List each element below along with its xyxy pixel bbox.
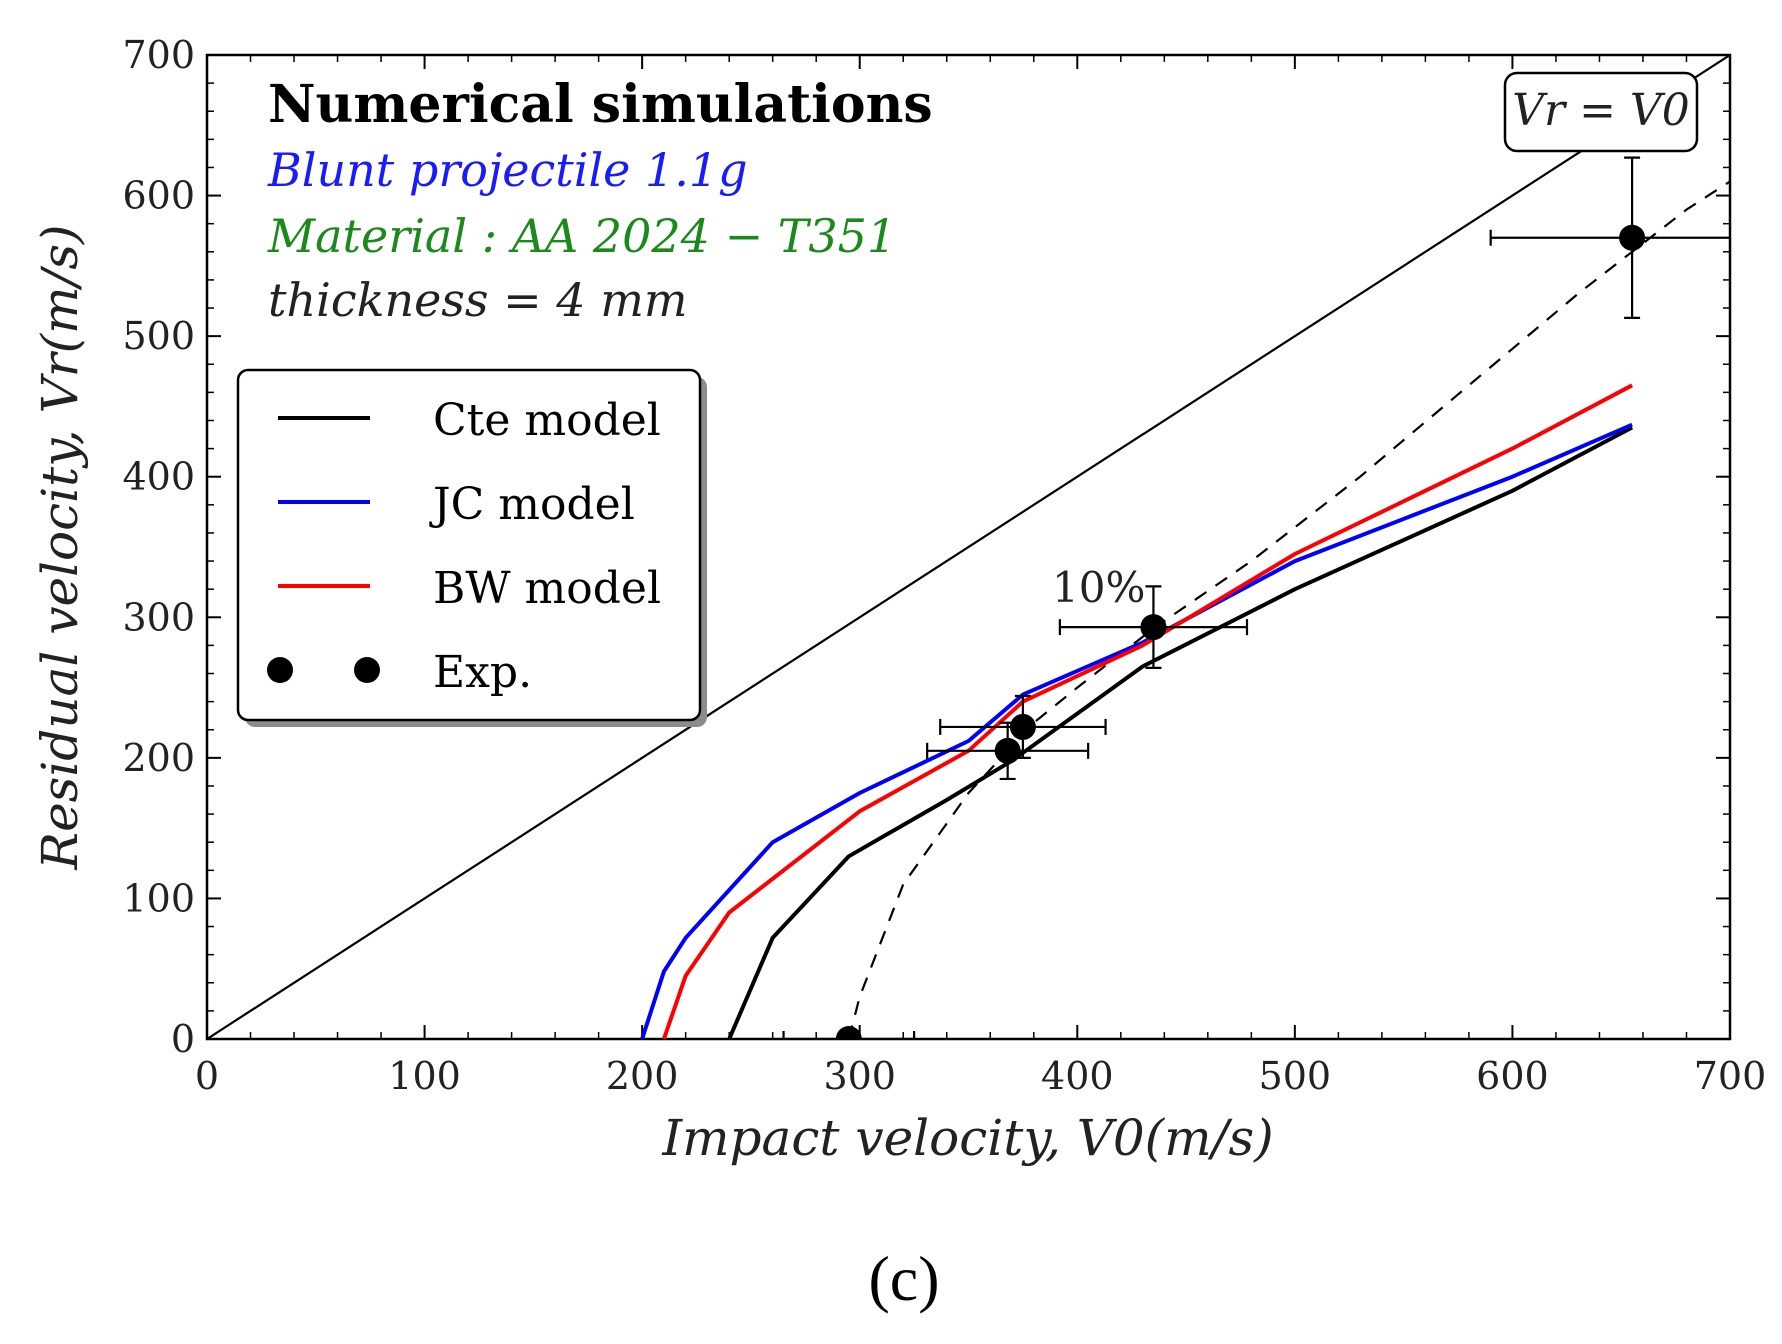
- exp-marker: [994, 737, 1021, 764]
- y-tick-labels: 0 100 200 300 400 500 600 700: [122, 33, 195, 1061]
- x-tick-label: 400: [1041, 1054, 1114, 1098]
- y-tick-label: 700: [122, 33, 195, 77]
- x-axis-title: Impact velocity, V0(m/s): [661, 1109, 1273, 1167]
- thickness-annotation: thickness = 4 mm: [268, 273, 687, 327]
- material-annotation: Material : AA 2024 − T351: [267, 209, 896, 263]
- percent-annotation: 10%: [1052, 563, 1145, 612]
- y-tick-label: 600: [122, 174, 195, 218]
- exp-point: [782, 1026, 916, 1039]
- exp-marker: [835, 1026, 862, 1039]
- legend-label-bw: BW model: [433, 563, 661, 614]
- x-tick-label: 100: [388, 1054, 461, 1098]
- series-line-jc-model: [640, 422, 1633, 1039]
- x-tick-label: 200: [606, 1054, 679, 1098]
- panel-label: (c): [868, 1243, 939, 1314]
- plot-frame: [205, 53, 1732, 1041]
- exp-point: [939, 694, 1107, 759]
- legend-marker-exp: [267, 657, 293, 683]
- exp-points: [782, 156, 1730, 1039]
- chart-title: Numerical simulations: [268, 74, 933, 135]
- exp-marker: [1009, 713, 1036, 740]
- x-tick-label: 300: [823, 1054, 896, 1098]
- diagonal-label-frame: [1503, 71, 1699, 153]
- x-tick-label: 700: [1694, 1054, 1767, 1098]
- reference-line-vr-equals-v0: [207, 55, 1730, 1039]
- legend-frame: [236, 368, 702, 722]
- y-tick-label: 100: [122, 876, 195, 920]
- y-tick-label: 500: [122, 314, 195, 358]
- series-line-bw-model: [662, 383, 1634, 1039]
- y-axis-title: Residual velocity, Vr(m/s): [31, 224, 89, 870]
- exp-point: [926, 721, 1090, 781]
- x-tick-label: 600: [1476, 1054, 1549, 1098]
- y-tick-label: 200: [122, 736, 195, 780]
- series-line-cte-model: [727, 425, 1634, 1039]
- x-tick-label: 500: [1259, 1054, 1332, 1098]
- diagonal-label-box: Vr = V0: [1503, 71, 1699, 153]
- axis-ticks: [206, 54, 1731, 1040]
- projectile-annotation: Blunt projectile 1.1g: [267, 143, 748, 197]
- y-tick-label: 0: [171, 1017, 195, 1061]
- y-tick-label: 300: [122, 595, 195, 639]
- reference-line-fit-dashed: [847, 180, 1730, 1039]
- exp-point: [1489, 156, 1730, 319]
- x-tick-label: 0: [195, 1054, 219, 1098]
- legend-label-cte: Cte model: [433, 395, 661, 446]
- diagonal-label: Vr = V0: [1512, 85, 1689, 136]
- legend-label-jc: JC model: [429, 479, 635, 530]
- exp-point: [1058, 585, 1249, 669]
- legend-marker-exp: [354, 657, 380, 683]
- y-tick-label: 400: [122, 455, 195, 499]
- legend-label-exp: Exp.: [433, 647, 532, 698]
- exp-marker: [1619, 224, 1646, 251]
- legend: Cte model JC model BW model Exp.: [236, 368, 707, 727]
- x-tick-labels: 0 100 200 300 400 500 600 700: [195, 1054, 1766, 1098]
- exp-marker: [1140, 614, 1167, 641]
